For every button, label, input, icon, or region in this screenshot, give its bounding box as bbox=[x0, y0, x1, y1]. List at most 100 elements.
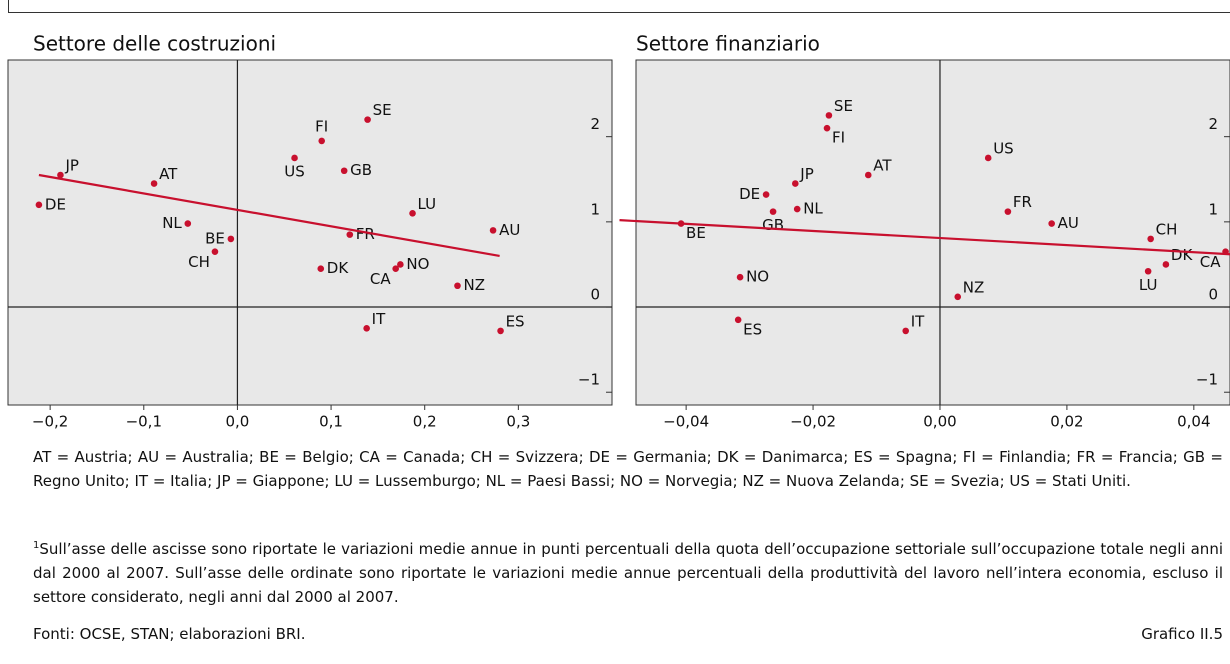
point-label: NZ bbox=[963, 278, 985, 296]
point-label: NL bbox=[162, 214, 182, 232]
point-label: CH bbox=[188, 253, 210, 271]
y-tick-label: 0 bbox=[1208, 286, 1218, 304]
footnote-marker: 1 bbox=[33, 540, 40, 551]
point-label: CH bbox=[1156, 220, 1178, 238]
point-label: NZ bbox=[463, 276, 485, 294]
x-tick-label: 0,3 bbox=[506, 413, 530, 431]
footnote-text: Sull’asse delle ascisse sono riportate l… bbox=[33, 540, 1223, 606]
point-label: US bbox=[284, 162, 305, 180]
point bbox=[454, 282, 461, 290]
x-tick-label: −0,02 bbox=[790, 413, 836, 431]
point bbox=[392, 265, 399, 273]
point-label: ES bbox=[506, 312, 525, 330]
panel-title: Settore finanziario bbox=[636, 32, 820, 56]
point bbox=[227, 235, 235, 243]
x-tick-label: −0,1 bbox=[126, 413, 162, 431]
point bbox=[954, 293, 962, 301]
point-label: SE bbox=[373, 101, 392, 119]
point bbox=[793, 205, 801, 213]
point bbox=[902, 327, 910, 335]
point-label: JP bbox=[64, 157, 78, 175]
footnote: 1Sull’asse delle ascisse sono riportate … bbox=[33, 534, 1223, 609]
point-label: AU bbox=[1058, 214, 1079, 232]
point bbox=[497, 327, 504, 335]
trend-line bbox=[619, 219, 1230, 256]
point bbox=[340, 167, 348, 175]
point bbox=[318, 137, 326, 145]
x-tick-label: 0,0 bbox=[225, 413, 249, 431]
point bbox=[736, 273, 744, 281]
point-label: NO bbox=[746, 268, 769, 286]
x-tick-label: 0,1 bbox=[319, 413, 343, 431]
plot-area bbox=[635, 59, 1230, 406]
x-tick-label: 0,00 bbox=[923, 413, 956, 431]
point-label: IT bbox=[911, 312, 925, 330]
point-label: BE bbox=[205, 229, 225, 247]
y-tick-label: 2 bbox=[1208, 115, 1218, 133]
point bbox=[762, 191, 770, 198]
point bbox=[769, 208, 777, 215]
x-tick-label: 0,02 bbox=[1050, 413, 1083, 431]
point-label: JP bbox=[799, 165, 813, 183]
point bbox=[1147, 235, 1154, 243]
point-label: CA bbox=[370, 270, 391, 288]
point-label: US bbox=[993, 139, 1014, 157]
point-label: FR bbox=[1013, 193, 1032, 211]
x-tick-label: −0,2 bbox=[32, 413, 68, 431]
point bbox=[35, 201, 43, 209]
point-label: FR bbox=[356, 225, 375, 243]
point-label: AT bbox=[873, 157, 892, 175]
x-tick-label: −0,04 bbox=[663, 413, 709, 431]
point bbox=[823, 124, 831, 132]
point-label: CA bbox=[1200, 253, 1221, 271]
point bbox=[363, 325, 370, 332]
x-tick-label: 0,2 bbox=[413, 413, 437, 431]
point-label: AU bbox=[499, 221, 520, 239]
point bbox=[791, 180, 799, 187]
chart: Settore delle costruzioni −1 0 1 2 −0,2 −0,1 0,… bbox=[7, 32, 1230, 431]
x-tick-label: 0,04 bbox=[1177, 413, 1210, 431]
point bbox=[346, 231, 354, 238]
point bbox=[291, 154, 298, 162]
point bbox=[409, 210, 416, 217]
y-tick-label: −1 bbox=[1196, 371, 1218, 389]
point-label: IT bbox=[372, 310, 386, 328]
country-legend: AT = Austria; AU = Australia; BE = Belgi… bbox=[33, 448, 1223, 490]
point-label: DK bbox=[1171, 246, 1194, 264]
point-label: SE bbox=[834, 97, 853, 115]
sources: Fonti: OCSE, STAN; elaborazioni BRI. bbox=[33, 625, 306, 643]
point bbox=[211, 248, 219, 255]
point-label: NL bbox=[803, 200, 823, 218]
point bbox=[489, 227, 497, 234]
point bbox=[825, 112, 833, 119]
point bbox=[1144, 267, 1152, 275]
point bbox=[734, 316, 742, 324]
point bbox=[397, 261, 404, 268]
point bbox=[364, 116, 371, 123]
point bbox=[984, 154, 992, 162]
frame bbox=[8, 0, 1230, 13]
point-label: DE bbox=[739, 185, 760, 203]
panel-title: Settore delle costruzioni bbox=[33, 32, 276, 56]
point bbox=[57, 171, 64, 179]
point-label: ES bbox=[743, 320, 762, 338]
point-label: GB bbox=[350, 161, 372, 179]
y-tick-label: 0 bbox=[590, 286, 600, 304]
point bbox=[1162, 261, 1170, 268]
point-label: DK bbox=[327, 259, 350, 277]
point bbox=[150, 180, 158, 187]
point-label: DE bbox=[45, 195, 66, 213]
point-label: BE bbox=[686, 224, 706, 242]
point bbox=[317, 265, 325, 273]
point bbox=[184, 220, 192, 227]
point-label: FI bbox=[315, 117, 328, 135]
point-label: LU bbox=[1139, 276, 1158, 294]
point-label: NO bbox=[406, 255, 429, 273]
trend-line bbox=[38, 173, 500, 258]
point bbox=[1004, 208, 1012, 215]
chart-id: Grafico II.5 bbox=[1141, 625, 1223, 643]
y-tick-label: −1 bbox=[578, 371, 600, 389]
point bbox=[864, 171, 872, 179]
point-label: GB bbox=[762, 216, 784, 234]
